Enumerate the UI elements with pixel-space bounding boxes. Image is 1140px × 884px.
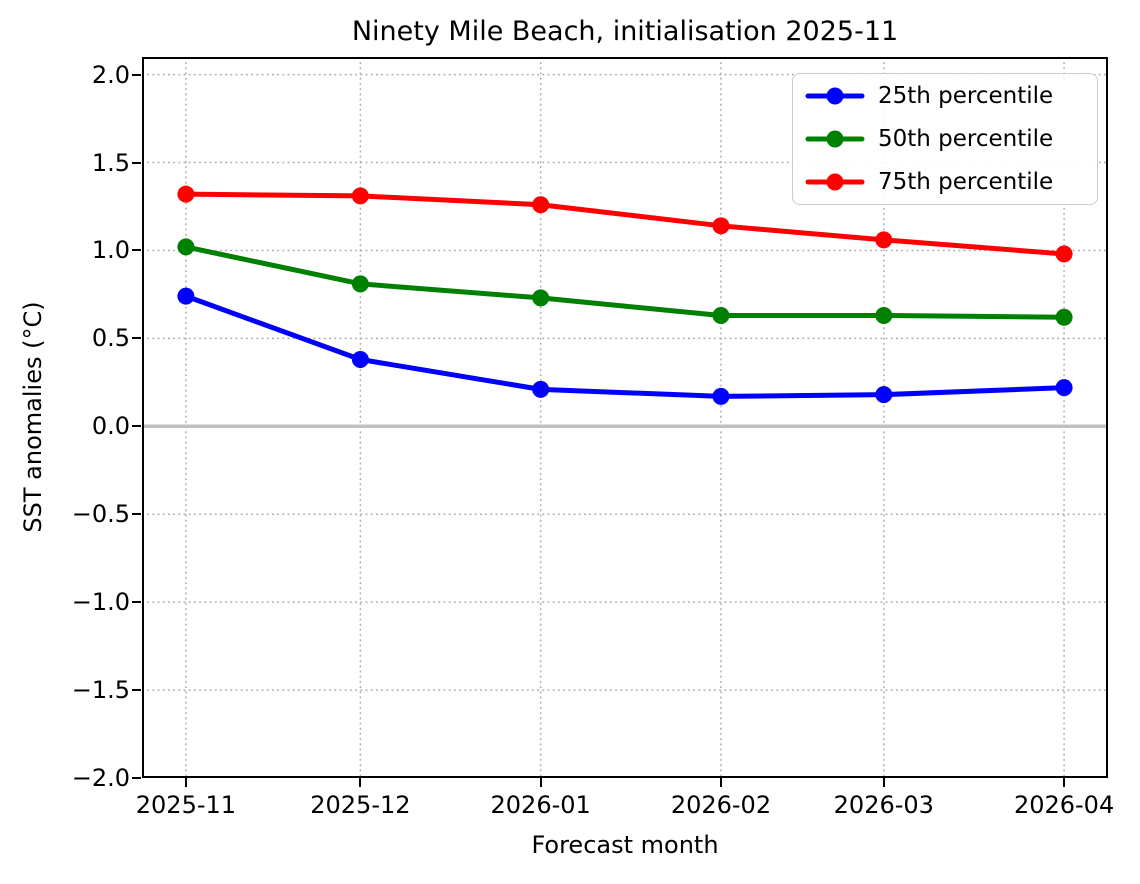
data-point (351, 350, 369, 368)
series-line-75th-percentile (183, 191, 1067, 257)
legend-item: 25th percentile (793, 75, 1097, 117)
y-tick-label: −1.0 (71, 588, 130, 617)
legend-label: 25th percentile (878, 82, 1054, 109)
chart-title: Ninety Mile Beach, initialisation 2025-1… (351, 16, 899, 47)
data-point (712, 307, 730, 325)
y-tick-label: 1.0 (91, 236, 130, 265)
legend-line-sample (805, 87, 865, 105)
x-tick-mark (719, 778, 722, 787)
legend-item: 50th percentile (793, 118, 1097, 160)
legend-label: 75th percentile (878, 169, 1054, 196)
series-line-50th-percentile (183, 244, 1067, 320)
data-point (875, 307, 893, 325)
y-tick-label: 0.0 (91, 412, 130, 441)
x-tick-label: 2026-04 (1013, 791, 1115, 819)
x-tick-mark (359, 778, 362, 787)
data-point (177, 238, 195, 256)
data-point (1055, 245, 1073, 263)
y-tick-label: −1.5 (71, 676, 130, 705)
y-tick-mark (132, 249, 141, 252)
y-tick-label: 0.5 (91, 324, 130, 353)
y-tick-label: −0.5 (71, 500, 130, 529)
y-tick-mark (132, 425, 141, 428)
x-tick-label: 2026-02 (670, 791, 772, 819)
y-tick-mark (132, 161, 141, 164)
x-tick-label: 2026-01 (490, 791, 591, 819)
data-point (532, 380, 550, 398)
data-point (177, 287, 195, 305)
legend-line-sample (805, 130, 865, 148)
x-axis-label: Forecast month (531, 831, 719, 859)
x-tick-mark (1063, 778, 1066, 787)
y-tick-mark (132, 689, 141, 692)
data-point (1055, 308, 1073, 326)
legend-label: 50th percentile (878, 125, 1054, 152)
x-tick-mark (882, 778, 885, 787)
data-point (875, 231, 893, 249)
y-tick-mark (132, 73, 141, 76)
data-point (712, 387, 730, 405)
data-point (532, 196, 550, 214)
x-tick-mark (539, 778, 542, 787)
x-tick-label: 2025-11 (135, 791, 237, 819)
y-tick-mark (132, 513, 141, 516)
data-point (712, 217, 730, 235)
data-point (875, 386, 893, 404)
data-point (351, 275, 369, 293)
series-line-25th-percentile (183, 293, 1067, 399)
y-tick-label: 2.0 (91, 60, 130, 89)
data-point (351, 187, 369, 205)
data-point (532, 289, 550, 307)
plot-area (142, 57, 1108, 778)
y-tick-label: 1.5 (91, 148, 130, 177)
y-tick-mark (132, 337, 141, 340)
x-tick-label: 2025-12 (310, 791, 411, 819)
axes-spines (142, 57, 1108, 778)
y-tick-mark (132, 601, 141, 604)
data-point (1055, 379, 1073, 397)
data-point (177, 185, 195, 203)
legend-item: 75th percentile (793, 161, 1097, 203)
y-tick-mark (132, 777, 141, 779)
x-tick-label: 2026-03 (833, 791, 934, 819)
legend: 25th percentile 50th percentile 75th perce… (792, 73, 1098, 205)
y-tick-label: −2.0 (71, 764, 130, 792)
x-tick-mark (184, 778, 187, 787)
legend-line-sample (805, 173, 865, 191)
